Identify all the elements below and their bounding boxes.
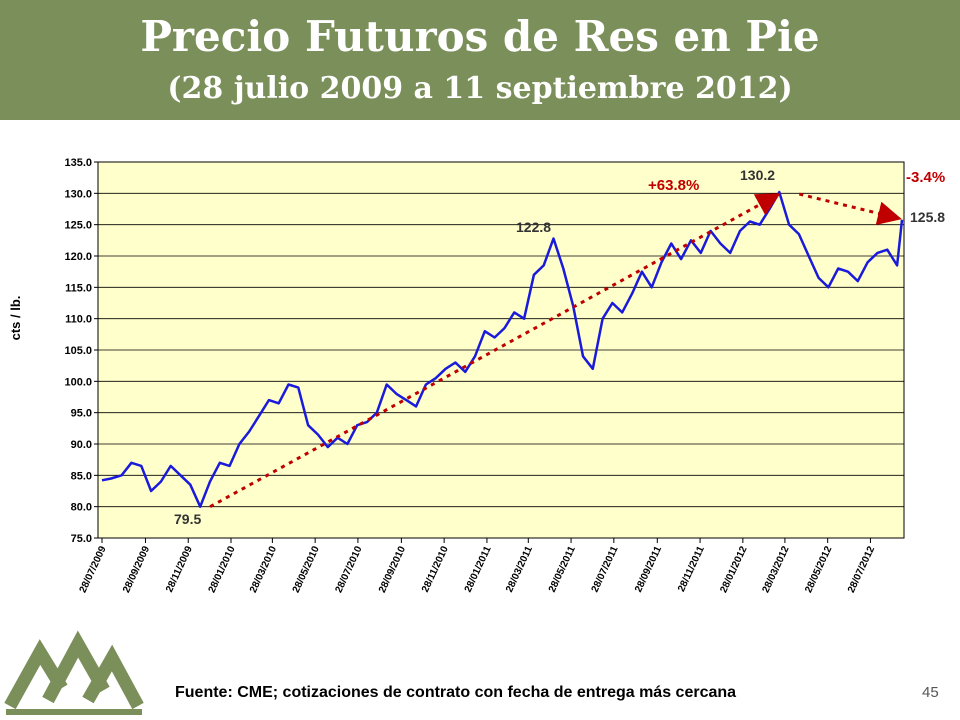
x-tick-label: 28/07/2010 bbox=[334, 544, 365, 594]
x-tick-label: 28/11/2011 bbox=[676, 544, 707, 593]
source-note: Fuente: CME; cotizaciones de contrato co… bbox=[175, 684, 737, 701]
y-tick-label: 115.0 bbox=[65, 282, 92, 294]
x-tick-label: 28/03/2012 bbox=[761, 544, 792, 594]
start-value-label: 79.5 bbox=[174, 511, 201, 527]
page-subtitle: (28 julio 2009 a 11 septiembre 2012) bbox=[167, 71, 793, 106]
x-tick-label: 28/07/2011 bbox=[590, 544, 621, 594]
y-tick-label: 90.0 bbox=[71, 439, 92, 451]
loss-percent-label: -3.4% bbox=[906, 169, 945, 186]
x-tick-label: 28/11/2010 bbox=[420, 544, 451, 594]
y-tick-label: 80.0 bbox=[71, 502, 92, 514]
gain-percent-label: +63.8% bbox=[648, 177, 699, 194]
logo bbox=[4, 630, 144, 715]
x-tick-label: 28/07/2009 bbox=[78, 544, 109, 594]
x-tick-label: 28/07/2012 bbox=[846, 544, 877, 594]
header-banner bbox=[0, 0, 960, 120]
x-tick-label: 28/01/2011 bbox=[463, 544, 494, 594]
y-tick-label: 130.0 bbox=[64, 188, 92, 200]
x-tick-label: 28/03/2010 bbox=[248, 544, 279, 594]
x-tick-label: 28/05/2010 bbox=[291, 544, 322, 594]
page-number: 45 bbox=[922, 684, 939, 701]
y-tick-labels: 75.0 80.0 85.0 90.0 95.0 100.0 105.0 110.0 115.0… bbox=[64, 157, 98, 545]
y-tick-label: 135.0 bbox=[64, 157, 92, 169]
x-tick-label: 28/09/2011 bbox=[633, 544, 664, 594]
y-tick-label: 100.0 bbox=[64, 376, 92, 388]
x-tick-labels: 28/07/2009 28/09/2009 28/11/2009 28/01/2010… bbox=[78, 538, 877, 595]
y-tick-label: 120.0 bbox=[64, 251, 92, 263]
x-tick-label: 28/09/2010 bbox=[377, 544, 408, 594]
peak1-value-label: 122.8 bbox=[516, 219, 551, 235]
peak2-value-label: 130.2 bbox=[740, 167, 775, 183]
y-tick-label: 95.0 bbox=[71, 408, 92, 420]
x-tick-label: 28/03/2011 bbox=[504, 544, 535, 594]
x-tick-label: 28/11/2009 bbox=[164, 544, 195, 594]
y-tick-label: 110.0 bbox=[65, 314, 92, 326]
grid-lines bbox=[98, 192, 904, 508]
end-value-label: 125.8 bbox=[910, 209, 945, 225]
logo-peak-right bbox=[82, 644, 144, 710]
x-tick-label: 28/05/2011 bbox=[547, 544, 578, 594]
y-tick-label: 125.0 bbox=[64, 220, 92, 232]
x-tick-label: 28/01/2012 bbox=[718, 544, 749, 594]
x-tick-label: 28/01/2010 bbox=[207, 544, 238, 594]
y-tick-label: 85.0 bbox=[71, 470, 92, 482]
trend-arrow-down bbox=[798, 192, 902, 226]
x-tick-label: 28/05/2012 bbox=[803, 544, 834, 594]
x-tick-label: 28/09/2009 bbox=[121, 544, 152, 594]
y-tick-label: 75.0 bbox=[71, 533, 92, 545]
y-tick-label: 105.0 bbox=[64, 345, 92, 357]
page-title: Precio Futuros de Res en Pie bbox=[140, 12, 820, 61]
y-axis-label: cts / lb. bbox=[8, 296, 23, 341]
